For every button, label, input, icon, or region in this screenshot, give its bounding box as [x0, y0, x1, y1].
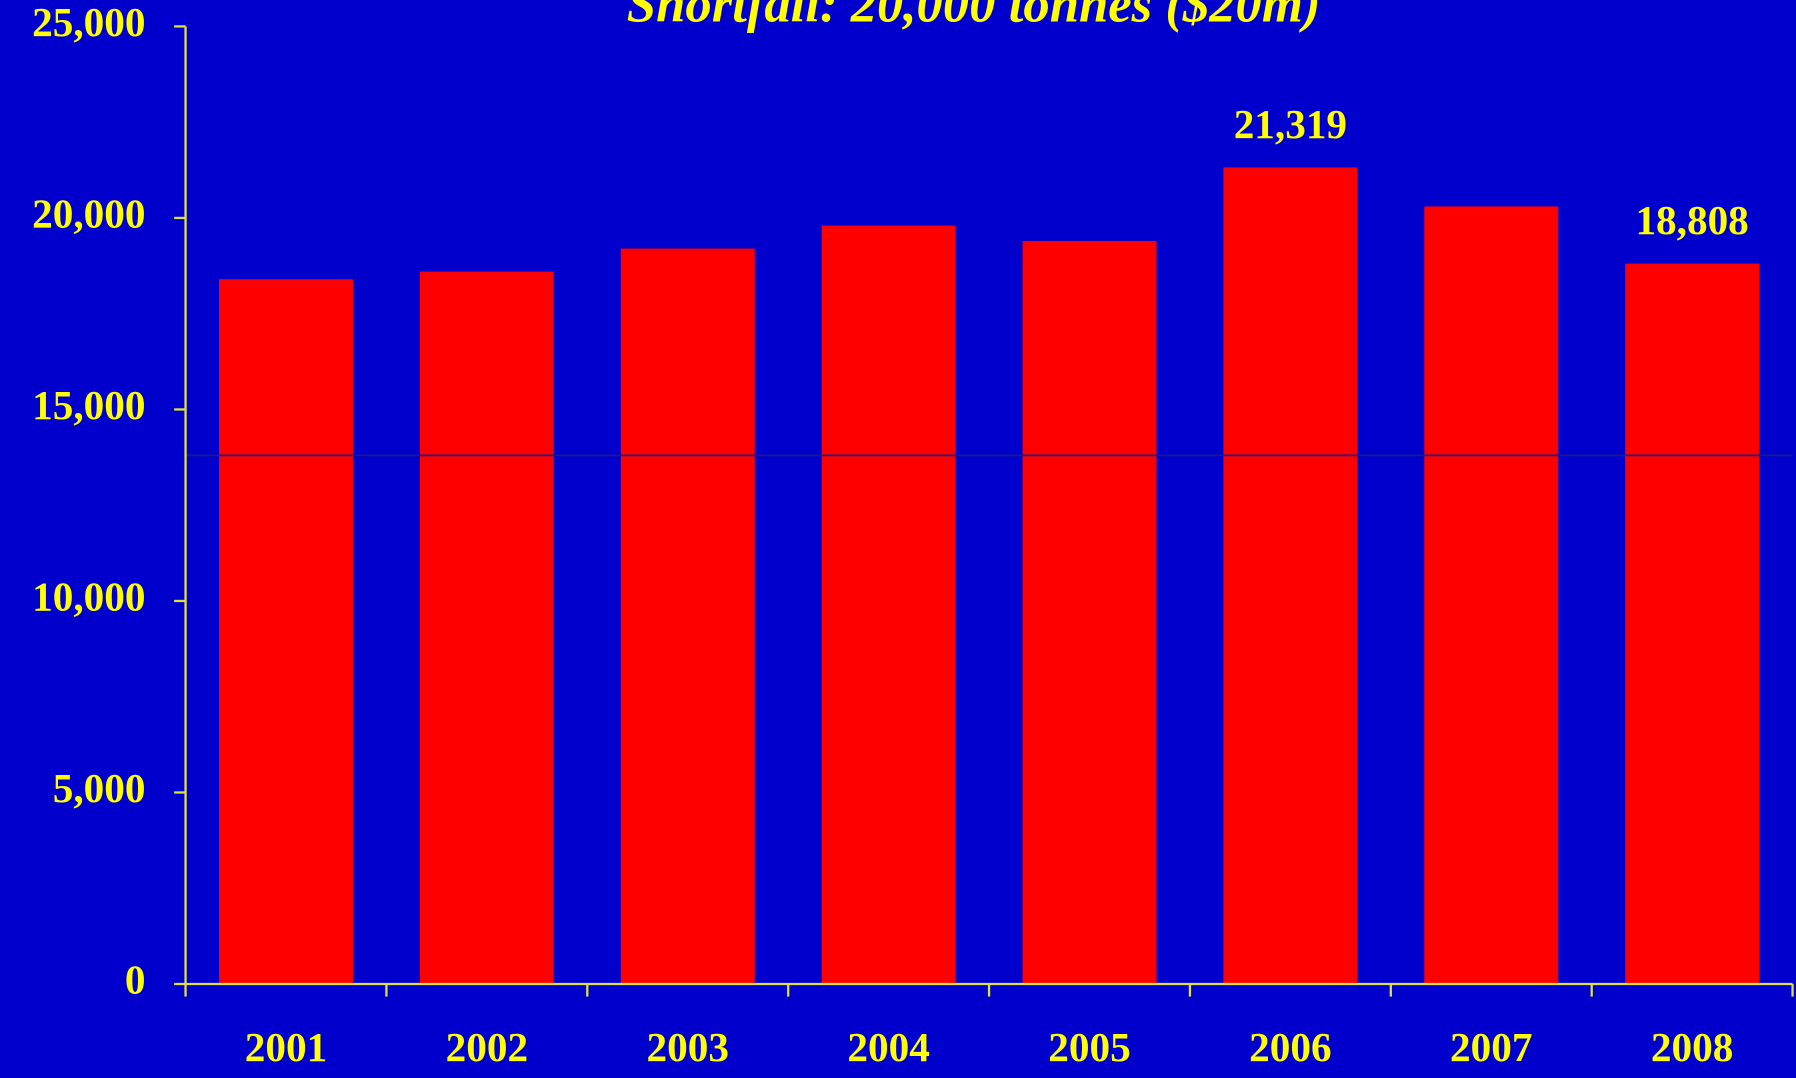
x-tick-label: 2008 — [1651, 1024, 1733, 1070]
bar — [419, 271, 554, 984]
x-tick-label: 2005 — [1048, 1024, 1130, 1070]
bar — [1625, 263, 1760, 984]
y-tick-label: 10,000 — [32, 573, 145, 619]
bar — [219, 279, 353, 984]
data-label: 21,319 — [1234, 101, 1347, 147]
y-tick-label: 15,000 — [32, 382, 145, 428]
x-tick-label: 2002 — [446, 1024, 528, 1070]
x-tick-label: 2006 — [1249, 1024, 1331, 1070]
y-tick-label: 0 — [125, 956, 146, 1002]
x-tick-label: 2007 — [1450, 1024, 1532, 1070]
bar — [1022, 240, 1157, 984]
bar — [620, 248, 755, 984]
bar — [1424, 206, 1559, 984]
bar — [821, 225, 956, 984]
bar — [1223, 167, 1358, 984]
y-tick-label: 25,000 — [32, 0, 145, 45]
x-tick-label: 2003 — [647, 1024, 729, 1070]
x-tick-label: 2001 — [245, 1024, 327, 1070]
data-label: 18,808 — [1635, 197, 1748, 243]
chart-title: Shortfall: 20,000 tonnes ($20m) — [627, 0, 1321, 33]
y-tick-label: 5,000 — [53, 765, 146, 811]
x-tick-label: 2004 — [847, 1024, 929, 1070]
y-tick-label: 20,000 — [32, 190, 145, 236]
